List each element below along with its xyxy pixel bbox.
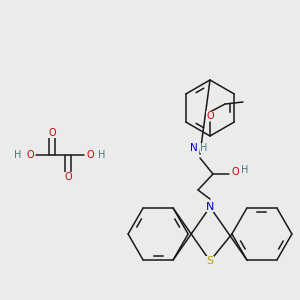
Text: O: O (206, 111, 214, 121)
Text: N: N (206, 202, 214, 212)
Text: O: O (64, 172, 72, 182)
Text: H: H (14, 150, 22, 160)
Text: H: H (200, 143, 208, 153)
Text: O: O (231, 167, 239, 177)
Text: O: O (48, 128, 56, 138)
Text: H: H (241, 165, 249, 175)
Text: N: N (190, 143, 198, 153)
Text: H: H (98, 150, 106, 160)
Text: S: S (206, 256, 214, 266)
Text: O: O (26, 150, 34, 160)
Text: O: O (86, 150, 94, 160)
